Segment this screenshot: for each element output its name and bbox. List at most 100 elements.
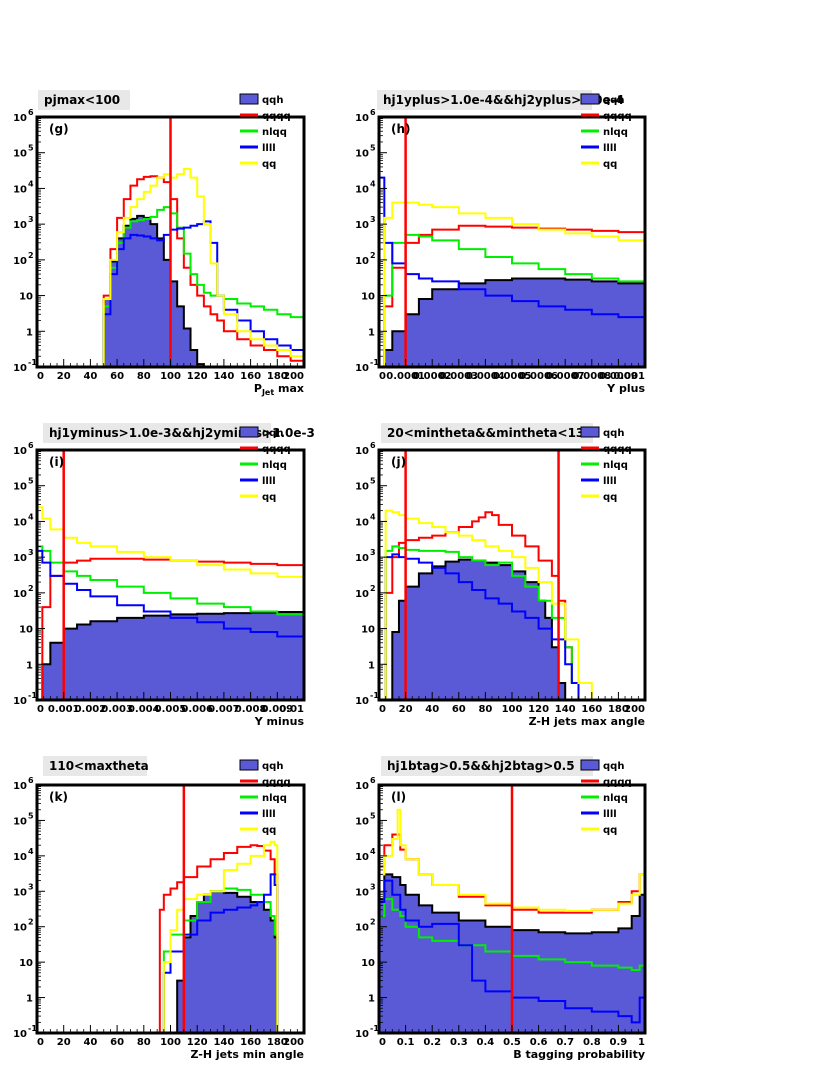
x-tick-label: 140 (555, 704, 576, 715)
series-nlqq-line (379, 233, 646, 368)
y-tick-exponent: 6 (28, 108, 34, 117)
x-axis-label: Y minus (254, 715, 305, 728)
panel-title-box (377, 90, 592, 110)
series-qqh-outline (37, 214, 304, 368)
x-tick-label: 0.0003 (440, 371, 479, 382)
legend-label-qq: qq (603, 492, 617, 503)
x-tick-label: 100 (160, 371, 181, 382)
x-tick-label: 40 (425, 704, 439, 715)
panel-tag: (h) (391, 122, 411, 136)
x-tick-label: 100 (502, 704, 523, 715)
x-tick-label: 0 (37, 371, 44, 382)
y-tick-exponent: -1 (370, 358, 379, 367)
panel-title: 20<mintheta&&mintheta<135 (387, 426, 593, 440)
x-tick-label: 200 (283, 1037, 304, 1048)
y-tick-label: 10 (13, 781, 27, 792)
x-tick-label: 0 (379, 371, 386, 382)
series-llll-line (379, 553, 645, 701)
x-tick-label: 180 (608, 704, 629, 715)
series-qqqq-line (37, 844, 304, 1034)
x-tick-label: 0.001 (48, 704, 80, 715)
x-tick-label: 80 (478, 704, 492, 715)
x-tick-label: 0.3 (450, 1037, 468, 1048)
x-tick-label: 180 (267, 371, 288, 382)
x-tick-label: 0.001 (613, 371, 645, 382)
y-tick-label: 10 (355, 256, 369, 267)
x-tick-label: 0.0008 (573, 371, 612, 382)
x-tick-label: 0.0005 (493, 371, 532, 382)
panel-tag: (j) (391, 455, 406, 469)
y-tick-label: 10 (13, 363, 27, 374)
legend-swatch-qqh (239, 426, 259, 438)
x-tick-label: 0.0006 (519, 371, 558, 382)
x-tick-label: 0.004 (128, 704, 160, 715)
x-tick-label: 0.0009 (599, 371, 638, 382)
x-tick-label: 1 (638, 1037, 645, 1048)
legend-label-llll: llll (603, 809, 617, 820)
x-tick-label: 0.1 (397, 1037, 415, 1048)
y-tick-label: 10 (355, 1029, 369, 1040)
y-tick-exponent: 3 (370, 215, 376, 224)
y-tick-label: 1 (26, 994, 33, 1005)
y-tick-label: 10 (355, 781, 369, 792)
panel-title-box (43, 756, 147, 776)
x-tick-label: 0.009 (261, 704, 293, 715)
x-tick-label: 0.0004 (466, 371, 505, 382)
x-axis-label-main: Y plus (606, 382, 645, 395)
panel-title: pjmax<100 (44, 93, 120, 107)
x-tick-label: 140 (213, 371, 234, 382)
x-tick-label: 20 (57, 1037, 71, 1048)
y-tick-exponent: 5 (370, 477, 376, 486)
y-tick-exponent: 3 (370, 882, 376, 891)
x-tick-label: 120 (528, 704, 549, 715)
y-tick-exponent: 4 (28, 179, 34, 188)
y-tick-exponent: -1 (28, 691, 37, 700)
legend-label-nlqq: nlqq (262, 460, 287, 471)
legend-label-nlqq: nlqq (603, 460, 628, 471)
y-tick-label: 10 (355, 482, 369, 493)
panel-h: hj1yplus>1.0e-4&&hj2yplus>1.0e-4(h)10-11… (355, 90, 647, 395)
x-axis-label-sub: Jet (261, 388, 274, 397)
x-tick-label: 0.008 (235, 704, 267, 715)
y-tick-label: 10 (355, 887, 369, 898)
x-tick-label: 0.9 (610, 1037, 628, 1048)
y-tick-label: 10 (355, 184, 369, 195)
panel-tag: (g) (49, 122, 69, 136)
x-tick-label: 0.006 (181, 704, 213, 715)
x-tick-label: 0.0007 (546, 371, 585, 382)
y-tick-label: 10 (355, 553, 369, 564)
legend-label-qqqq: qqqq (603, 111, 632, 122)
y-tick-label: 10 (13, 113, 27, 124)
y-tick-label: 10 (13, 1029, 27, 1040)
panel-j: 20<mintheta&&mintheta<135(j)10-111010210… (355, 423, 647, 728)
y-tick-exponent: 4 (370, 512, 376, 521)
series-qq-line (37, 840, 304, 1034)
series-nlqq-line (37, 545, 305, 618)
y-tick-exponent: -1 (28, 358, 37, 367)
y-tick-label: 10 (19, 292, 33, 303)
y-tick-label: 10 (13, 696, 27, 707)
y-tick-label: 10 (355, 923, 369, 934)
x-tick-label: 180 (267, 1037, 288, 1048)
y-tick-exponent: 5 (370, 144, 376, 153)
legend-label-qqh: qqh (603, 761, 624, 772)
legend-label-qqqq: qqqq (603, 777, 632, 788)
x-tick-label: 120 (187, 1037, 208, 1048)
x-tick-label: 100 (160, 1037, 181, 1048)
legend-swatch-qqh (239, 759, 259, 771)
x-tick-label: 0.0002 (413, 371, 452, 382)
y-tick-label: 10 (13, 553, 27, 564)
panel-l: hj1btag>0.5&&hj2btag>0.5(l)10-1110102103… (355, 756, 647, 1061)
y-tick-exponent: 4 (28, 847, 34, 856)
panel-title-box (381, 423, 593, 443)
x-axis-label-main: P (254, 382, 262, 395)
x-tick-label: 120 (187, 371, 208, 382)
x-axis-label: B tagging probability (513, 1048, 645, 1061)
x-axis-label-tail: max (274, 382, 304, 395)
legend-label-qqqq: qqqq (262, 777, 291, 788)
x-axis-label: Z-H jets max angle (529, 715, 645, 728)
x-tick-label: 0 (37, 704, 44, 715)
x-tick-label: 0.2 (423, 1037, 441, 1048)
y-tick-label: 10 (355, 816, 369, 827)
